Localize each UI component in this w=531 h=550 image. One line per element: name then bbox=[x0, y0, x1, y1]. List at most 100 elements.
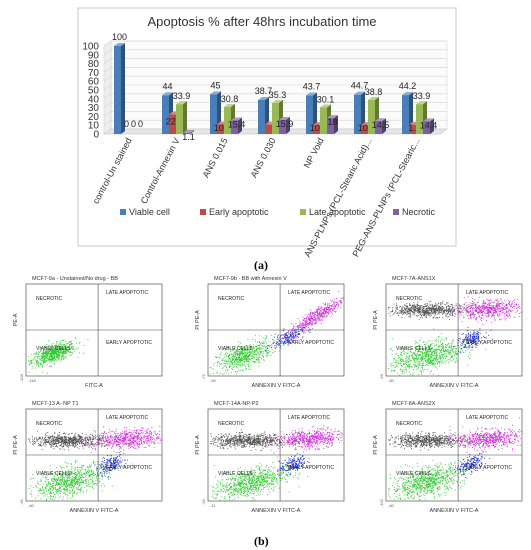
y-axis-label: PI PE-A bbox=[373, 435, 379, 455]
legend-swatch bbox=[300, 209, 306, 215]
y-tick-label: -102 bbox=[379, 498, 384, 507]
bar-early-apoptotic bbox=[265, 124, 272, 134]
x-tick-label: -40 bbox=[28, 503, 35, 508]
bar-early-apoptotic bbox=[313, 125, 320, 134]
data-label: 15.4 bbox=[228, 119, 246, 129]
bar-viable-cell bbox=[210, 94, 217, 134]
quadrant-label-early-apoptotic: EARLY APOPTOTIC bbox=[466, 465, 512, 471]
data-label: 38.8 bbox=[365, 87, 383, 97]
bar-viable-cell bbox=[402, 95, 409, 134]
data-label: 0 bbox=[131, 119, 136, 129]
x-tick-label: -40 bbox=[388, 378, 395, 383]
y-tick-label: 50 bbox=[88, 86, 100, 97]
bar-late-apoptotic bbox=[272, 102, 279, 134]
quadrant-label-late-apoptotic: LATE APOPTOTIC bbox=[106, 415, 148, 421]
y-axis-label: PI PE-A bbox=[373, 310, 379, 330]
bar-viable-cell bbox=[114, 46, 121, 134]
bar-early-apoptotic bbox=[217, 124, 224, 134]
flow-plot-1: MCF7-9a - Unstained/No drug - BB NECROTIC… bbox=[13, 276, 163, 389]
data-label: 14.4 bbox=[420, 120, 438, 130]
legend-swatch bbox=[120, 209, 126, 215]
y-tick-label: 70 bbox=[88, 68, 100, 79]
data-label: 44 bbox=[162, 81, 172, 91]
data-label: 1.1 bbox=[182, 132, 195, 142]
plot-title: MCF7-7A-ANS1X bbox=[392, 276, 436, 282]
data-label: 10.1 bbox=[310, 123, 328, 133]
y-tick-label: 60 bbox=[88, 77, 100, 88]
bar-top bbox=[183, 130, 194, 134]
y-tick-label: -71 bbox=[201, 373, 206, 380]
quadrant-label-early-apoptotic: EARLY APOPTOTIC bbox=[106, 340, 152, 346]
data-label: 15.9 bbox=[276, 119, 294, 129]
quadrant-label-early-apoptotic: EARLY APOPTOTIC bbox=[106, 465, 152, 471]
bar-side bbox=[121, 43, 125, 134]
bar-necrotic bbox=[327, 118, 334, 134]
bar-top bbox=[162, 92, 173, 96]
data-label: 100 bbox=[112, 32, 127, 42]
panel-label-b: (b) bbox=[254, 534, 269, 548]
population-necrotic bbox=[210, 429, 311, 452]
bar-top bbox=[272, 99, 283, 103]
population-necrotic bbox=[387, 429, 496, 451]
y-axis-label: PI PE-A bbox=[195, 310, 201, 330]
population-viable bbox=[28, 337, 89, 374]
quadrant-label-late-apoptotic: LATE APOPTOTIC bbox=[288, 415, 330, 421]
y-tick-label: -63 bbox=[379, 373, 384, 380]
bar-late-apoptotic bbox=[320, 107, 327, 134]
gridline bbox=[103, 75, 447, 82]
plot-title: MCF7-9a - Unstained/No drug - BB bbox=[32, 276, 118, 282]
quadrant-label-viable: VIABLE CELLS bbox=[36, 471, 71, 477]
data-label: 30.8 bbox=[221, 94, 239, 104]
quadrant-label-viable: VIABLE CELLS bbox=[36, 346, 71, 352]
bar-top bbox=[231, 117, 242, 121]
bar-top bbox=[279, 117, 290, 121]
bar-necrotic bbox=[375, 121, 382, 134]
legend-label: Early apoptotic bbox=[209, 207, 269, 217]
population-early bbox=[89, 451, 128, 478]
bar-top bbox=[224, 103, 235, 107]
bar-side bbox=[430, 118, 434, 134]
quadrant-label-viable: VIABLE CELLS bbox=[396, 346, 431, 352]
bar-side bbox=[190, 130, 194, 134]
bar-viable-cell bbox=[258, 99, 265, 134]
y-tick-label: 80 bbox=[88, 59, 100, 70]
data-label: 35.3 bbox=[269, 90, 287, 100]
bar-necrotic bbox=[183, 133, 190, 134]
population-early bbox=[451, 327, 493, 353]
bar-top bbox=[210, 91, 221, 95]
population-early bbox=[449, 451, 490, 478]
quadrant-label-early-apoptotic: EARLY APOPTOTIC bbox=[288, 465, 334, 471]
gridline bbox=[103, 67, 447, 73]
gridline bbox=[103, 93, 447, 100]
x-tick-label: -116 bbox=[28, 378, 36, 383]
y-tick-label: 20 bbox=[88, 112, 100, 123]
legend-swatch bbox=[393, 209, 399, 215]
plot-title: MCF7-14A-NP-P2 bbox=[214, 401, 259, 407]
x-axis-label: ANNEXIN V FITC-A bbox=[70, 508, 119, 514]
bar-necrotic bbox=[423, 121, 430, 134]
y-axis-label: PI PE-A bbox=[13, 435, 19, 455]
bar-top bbox=[114, 43, 125, 46]
legend-label: Late apoptotic bbox=[309, 207, 366, 217]
bar-top bbox=[416, 101, 427, 105]
gridline bbox=[103, 84, 447, 91]
flow-plot-2: MCF7-9b - BB with Annexin V NECROTIC LATE … bbox=[195, 276, 345, 389]
bar-late-apoptotic bbox=[416, 104, 423, 134]
panel-label-a: (a) bbox=[254, 258, 268, 272]
quadrant-label-viable: VIABLE CELLS bbox=[396, 471, 431, 477]
data-label: 18 bbox=[327, 117, 337, 127]
data-label: 10.8 bbox=[214, 123, 232, 133]
data-label: 0 bbox=[124, 119, 129, 129]
quadrant-label-necrotic: NECROTIC bbox=[36, 296, 63, 302]
population-early bbox=[276, 449, 310, 476]
flow-plot-5: MCF7-14A-NP-P2 NECROTIC LATE APOPTOTIC VIAB… bbox=[195, 401, 345, 514]
x-axis-label: FITC-A bbox=[85, 383, 103, 389]
data-label: 38.7 bbox=[255, 86, 273, 96]
y-tick-label: -61 bbox=[201, 498, 206, 505]
x-axis-label: ANNEXIN V FITC-A bbox=[430, 508, 479, 514]
bar-side bbox=[382, 118, 386, 134]
data-label: 44.7 bbox=[351, 81, 369, 91]
bar-side bbox=[334, 115, 338, 134]
bar-top bbox=[327, 115, 338, 119]
data-label: 43.7 bbox=[303, 82, 321, 92]
